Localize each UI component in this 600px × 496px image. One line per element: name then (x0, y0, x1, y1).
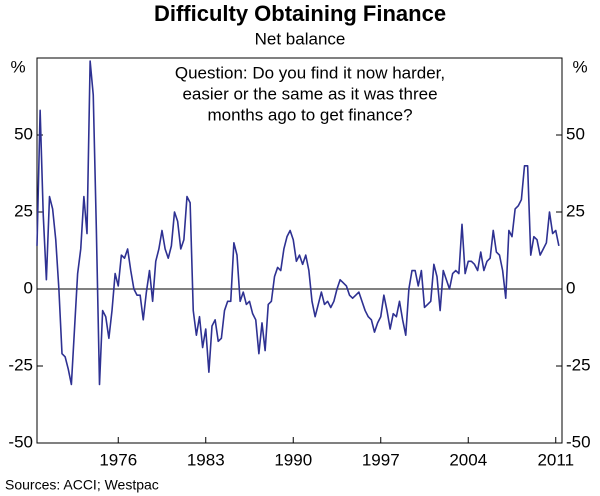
annotation: Question: Do you find it now harder, (175, 63, 445, 82)
y-tick-label: 50 (14, 124, 33, 143)
chart-subtitle: Net balance (255, 29, 346, 48)
annotation: easier or the same as it was three (182, 84, 437, 103)
x-tick-label: 1976 (99, 450, 137, 469)
data-line (36, 60, 560, 386)
plot-frame (36, 57, 563, 444)
y2-tick-label: 25 (566, 201, 585, 220)
x-tick-label: 2004 (449, 450, 487, 469)
y2-tick-label: -25 (566, 355, 591, 374)
annotation: months ago to get finance? (207, 105, 412, 124)
source: Sources: ACCI; Westpac (5, 477, 159, 493)
y-unit-right: % (572, 57, 587, 76)
x-tick-label: 1997 (362, 450, 400, 469)
y-unit-left: % (10, 57, 25, 76)
y2-tick-label: -50 (566, 432, 591, 451)
y2-tick-label: 0 (566, 278, 575, 297)
x-tick-label: 2011 (537, 450, 574, 469)
y-tick-label: 25 (14, 201, 33, 220)
x-tick-label: 1983 (187, 450, 225, 469)
chart-title: Difficulty Obtaining Finance (154, 1, 446, 26)
y-tick-label: 0 (24, 278, 33, 297)
y-tick-label: -50 (8, 432, 33, 451)
y2-tick-label: 50 (566, 124, 585, 143)
x-tick-label: 1990 (274, 450, 312, 469)
y-tick-label: -25 (8, 355, 33, 374)
